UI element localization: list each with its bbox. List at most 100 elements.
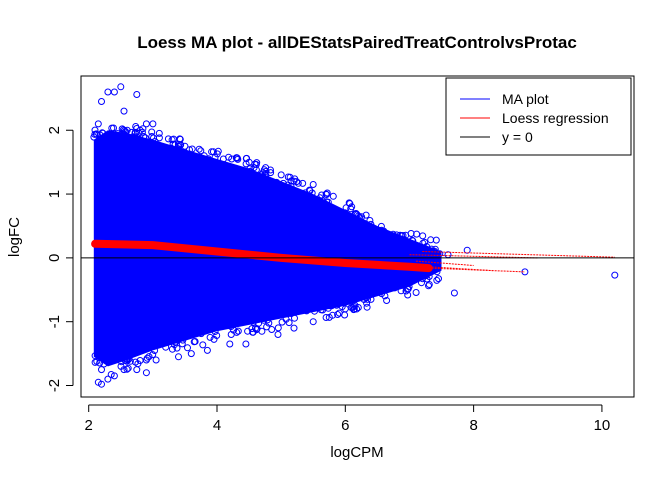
ma-cloud-edge-point — [117, 358, 125, 366]
ma-point-cloud — [90, 123, 444, 378]
ma-cloud-edge-point — [99, 129, 107, 137]
ma-point — [117, 343, 125, 351]
ma-cloud-edge-point — [303, 307, 311, 315]
ma-point — [367, 295, 375, 303]
ma-point — [386, 283, 394, 291]
loess-tail — [422, 251, 615, 258]
ma-cloud-edge-point — [246, 167, 254, 175]
ma-point — [290, 324, 298, 332]
ma-cloud-edge-point — [246, 165, 254, 173]
ma-cloud-edge-point — [252, 166, 260, 174]
loess-tail — [415, 260, 474, 266]
ma-cloud-edge-point — [91, 126, 99, 134]
ma-point — [252, 324, 259, 332]
ma-cloud-edge-point — [133, 133, 141, 141]
ma-cloud-edge-point — [95, 354, 103, 361]
ma-point — [120, 366, 128, 374]
ma-cloud-edge-point — [114, 130, 122, 138]
ma-point — [463, 246, 471, 254]
ma-point — [450, 289, 458, 297]
ma-point — [335, 209, 343, 217]
ma-point — [274, 331, 282, 338]
ma-point — [181, 142, 189, 150]
ma-cloud-edge-point — [176, 141, 184, 149]
ma-cloud-edge-point — [179, 336, 187, 344]
ma-cloud-edge-point — [350, 305, 358, 313]
ma-cloud-edge-point — [262, 167, 270, 175]
y-axis: -2 -1 0 1 2 — [46, 126, 74, 392]
ma-point — [149, 120, 157, 128]
ma-cloud-edge-point — [213, 332, 221, 339]
ma-cloud-edge-point — [335, 309, 343, 317]
ma-point — [142, 369, 150, 377]
ma-cloud-edge-point — [253, 159, 261, 167]
ma-cloud-edge-point — [195, 145, 203, 153]
ma-cloud-edge-point — [124, 364, 132, 372]
chart-title: Loess MA plot - allDEStatsPairedTreatCon… — [137, 33, 577, 52]
ma-point — [98, 98, 105, 105]
ma-cloud-edge-point — [184, 344, 191, 352]
ma-point — [120, 107, 128, 115]
ma-point — [611, 271, 619, 279]
plot-frame — [80, 75, 635, 398]
x-tick-label: 2 — [85, 417, 93, 434]
ma-point — [399, 232, 407, 239]
ma-cloud-edge-point — [419, 275, 426, 283]
ma-point — [117, 83, 125, 91]
ma-cloud-edge-point — [249, 318, 257, 326]
ma-cloud-edge-point — [329, 192, 337, 200]
y-tick-label: -2 — [46, 379, 63, 392]
ma-point — [226, 340, 234, 348]
ma-point — [133, 366, 141, 374]
ma-point — [258, 327, 266, 335]
ma-point — [329, 311, 336, 319]
ma-cloud-edge-point — [364, 295, 372, 303]
legend-label-y0: y = 0 — [502, 129, 533, 145]
ma-cloud-edge-point — [211, 328, 219, 335]
ma-cloud-edge-point — [383, 297, 391, 304]
ma-cloud-edge-point — [190, 338, 198, 346]
ma-point — [126, 357, 134, 365]
y-tick-label: 0 — [46, 254, 63, 262]
ma-cloud-edge-point — [333, 301, 341, 309]
y-tick-label: -1 — [46, 315, 63, 328]
ma-cloud-edge-point — [151, 138, 159, 146]
ma-cloud-edge-point — [317, 306, 325, 314]
ma-point — [152, 356, 160, 364]
ma-point — [162, 343, 170, 351]
ma-point — [142, 120, 150, 128]
ma-cloud-edge-point — [173, 344, 181, 352]
ma-point — [203, 346, 211, 354]
ma-cloud-edge-point — [197, 147, 205, 155]
ma-cloud-edge-point — [278, 318, 286, 326]
ma-cloud-edge-point — [259, 173, 267, 181]
ma-cloud-edge-point — [291, 314, 298, 322]
ma-point — [380, 227, 388, 235]
ma-point — [110, 88, 118, 96]
ma-point-cloud-fill — [93, 130, 442, 367]
ma-point — [309, 181, 317, 188]
ma-cloud-edge-point — [323, 189, 331, 197]
ma-cloud-edge-point — [311, 307, 318, 315]
y-tick-label: 1 — [46, 190, 63, 198]
ma-cloud-edge-point — [228, 155, 236, 163]
ma-cloud-edge-point — [285, 319, 293, 327]
ma-cloud-edge-point — [286, 173, 294, 181]
legend-box — [445, 77, 632, 156]
ma-cloud-edge-point — [324, 304, 332, 312]
ma-cloud-edge-point — [334, 311, 342, 318]
ma-cloud-edge-point — [397, 287, 405, 295]
ma-cloud-edge-point — [267, 169, 275, 177]
ma-point — [309, 318, 317, 326]
ma-cloud-edge-point — [353, 305, 361, 313]
ma-cloud-edge-point — [366, 217, 374, 224]
x-tick-label: 6 — [341, 417, 349, 434]
ma-point — [104, 88, 112, 96]
ma-cloud-edge-point — [427, 236, 435, 244]
ma-cloud-edge-point — [138, 128, 146, 136]
ma-cloud-edge-point — [363, 294, 371, 302]
ma-point — [123, 126, 131, 134]
ma-cloud-edge-point — [164, 135, 172, 143]
ma-cloud-edge-point — [362, 211, 370, 219]
ma-cloud-edge-point — [273, 178, 281, 186]
